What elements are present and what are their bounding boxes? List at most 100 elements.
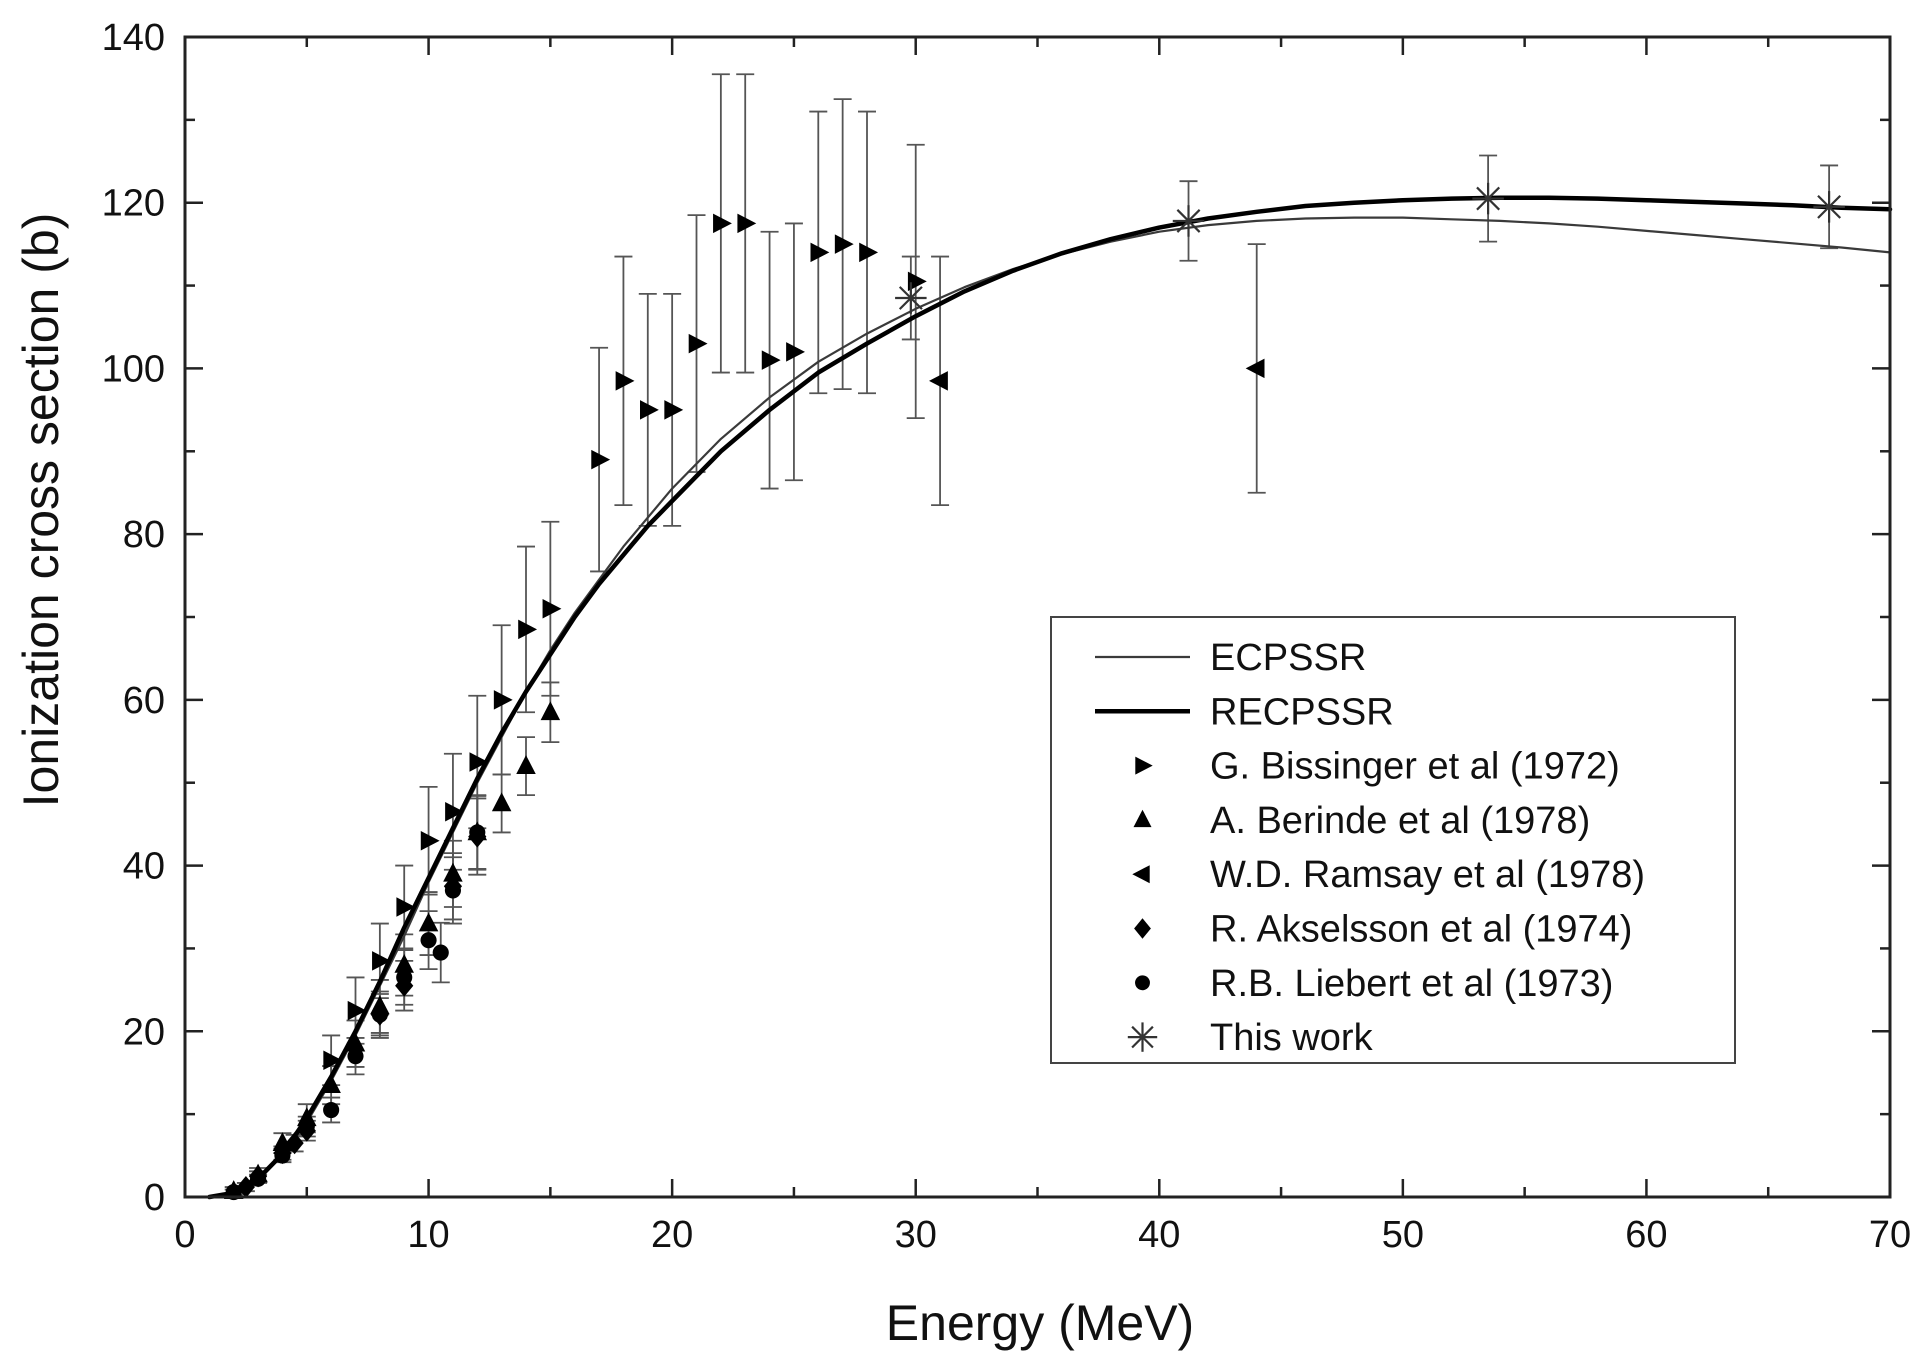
- r-b-liebert-et-al-1973-point: [371, 1006, 388, 1023]
- g-bissinger-et-al-1972-point: [420, 830, 440, 851]
- asterisk-stroke: [1817, 194, 1842, 219]
- r-b-liebert-et-al-1973-point: [347, 1048, 364, 1065]
- legend-label: W.D. Ramsay et al (1978): [1210, 854, 1645, 896]
- legend-item: RECPSSR: [1095, 691, 1394, 733]
- g-bissinger-et-al-1972-point: [469, 752, 489, 772]
- asterisk-stroke: [1176, 209, 1201, 233]
- r-b-liebert-et-al-1973-point: [444, 882, 461, 899]
- legend: ECPSSR RECPSSR G. Bissinger et al (1972) A.…: [1050, 616, 1736, 1064]
- g-bissinger-et-al-1972-point: [786, 342, 805, 362]
- x-tick-label: 50: [1382, 1214, 1424, 1256]
- g-bissinger-et-al-1972-point: [445, 801, 464, 822]
- g-bissinger-et-al-1972-point: [810, 242, 830, 263]
- r-b-liebert-et-al-1973-point: [250, 1170, 267, 1187]
- a-berinde-et-al-1978-point: [491, 792, 512, 812]
- g-bissinger-et-al-1972-point: [907, 271, 927, 292]
- legend-swatch-g-bissinger-et-al-1972: [1135, 756, 1153, 775]
- x-tick-label: 40: [1138, 1214, 1180, 1256]
- y-tick-labels: 0 20 40 60 80 100 120 140: [102, 17, 165, 1219]
- y-tick-label: 60: [123, 680, 165, 722]
- g-bissinger-et-al-1972-point: [688, 333, 708, 354]
- x-tick-label: 30: [895, 1214, 937, 1256]
- a-berinde-et-al-1978-point: [272, 1132, 293, 1151]
- r-b-liebert-et-al-1973-point: [420, 932, 437, 949]
- legend-item: R.B. Liebert et al (1973): [1135, 963, 1613, 1005]
- y-tick-label: 100: [102, 348, 165, 390]
- legend-box: [1050, 616, 1736, 1064]
- ecpssr-curve: [208, 216, 1892, 1199]
- y-tick-label: 40: [123, 846, 165, 888]
- legend-item: This work: [1127, 1017, 1374, 1059]
- g-bissinger-et-al-1972-point: [713, 213, 732, 234]
- this-work-point: [1472, 182, 1504, 215]
- g-bissinger-et-al-1972-point: [859, 242, 879, 263]
- a-berinde-et-al-1978-point: [345, 1032, 366, 1052]
- legend-item: R. Akselsson et al (1974): [1134, 909, 1632, 951]
- legend-item: W.D. Ramsay et al (1978): [1132, 854, 1645, 896]
- g-bissinger-et-al-1972-point: [834, 234, 854, 254]
- x-tick-label: 70: [1869, 1214, 1911, 1256]
- legend-label: A. Berinde et al (1978): [1210, 800, 1590, 842]
- g-bissinger-et-al-1972-point: [761, 350, 781, 370]
- x-tick-label: 10: [407, 1214, 449, 1256]
- asterisk-stroke: [1476, 186, 1501, 211]
- this-work-point: [895, 282, 927, 314]
- y-axis-title: Ionization cross section (b): [13, 213, 69, 808]
- recpssr-curve: [207, 195, 1893, 1200]
- x-tick-label: 60: [1625, 1214, 1667, 1256]
- this-work-point: [1172, 205, 1205, 237]
- g-bissinger-et-al-1972-point: [737, 213, 757, 234]
- y-tick-label: 140: [102, 17, 165, 59]
- g-bissinger-et-al-1972-point: [347, 1000, 367, 1021]
- legend-swatch-r-akselsson-et-al-1974: [1134, 918, 1151, 939]
- r-akselsson-et-al-1974-point: [285, 1132, 304, 1155]
- a-berinde-et-al-1978-point: [516, 755, 536, 774]
- legend-label: R.B. Liebert et al (1973): [1210, 963, 1613, 1005]
- asterisk-stroke: [1131, 1025, 1154, 1049]
- legend-item: G. Bissinger et al (1972): [1135, 746, 1620, 788]
- legend-item: ECPSSR: [1095, 637, 1366, 679]
- r-b-liebert-et-al-1973-point: [396, 969, 413, 986]
- g-bissinger-et-al-1972-point: [664, 400, 684, 420]
- legend-label: G. Bissinger et al (1972): [1210, 746, 1620, 788]
- x-tick-labels: 0 10 20 30 40 50 60 70: [174, 1214, 1911, 1256]
- x-axis-title: Energy (MeV): [886, 1295, 1194, 1351]
- legend-swatch-this-work: [1127, 1022, 1158, 1052]
- g-bissinger-et-al-1972-point: [591, 449, 611, 470]
- lines-layer: [207, 195, 1893, 1200]
- g-bissinger-et-al-1972-point: [323, 1050, 343, 1071]
- g-bissinger-et-al-1972-point: [396, 897, 416, 917]
- legend-swatch-w-d-ramsay-et-al-1978: [1132, 865, 1150, 884]
- legend-item: A. Berinde et al (1978): [1133, 800, 1590, 842]
- this-work-point: [1813, 191, 1845, 223]
- asterisk-stroke: [898, 286, 923, 310]
- legend-swatch-r-b-liebert-et-al-1973: [1135, 975, 1150, 991]
- a-berinde-et-al-1978-point: [540, 701, 561, 721]
- r-b-liebert-et-al-1973-point: [469, 824, 486, 841]
- a-berinde-et-al-1978-point: [443, 862, 463, 882]
- legend-label: RECPSSR: [1210, 691, 1394, 733]
- g-bissinger-et-al-1972-point: [518, 619, 538, 640]
- legend-label: This work: [1210, 1017, 1374, 1059]
- g-bissinger-et-al-1972-point: [372, 951, 391, 971]
- a-berinde-et-al-1978-point: [321, 1074, 341, 1093]
- y-tick-label: 80: [123, 514, 165, 556]
- r-b-liebert-et-al-1973-point: [323, 1101, 340, 1119]
- y-tick-label: 120: [102, 183, 165, 225]
- r-b-liebert-et-al-1973-point: [274, 1147, 291, 1164]
- a-berinde-et-al-1978-point: [394, 953, 414, 973]
- g-bissinger-et-al-1972-point: [639, 400, 659, 420]
- r-b-liebert-et-al-1973-point: [298, 1118, 315, 1135]
- markers-layer: [223, 182, 1845, 1201]
- w-d-ramsay-et-al-1978-point: [929, 371, 948, 391]
- y-tick-label: 20: [123, 1011, 165, 1053]
- r-b-liebert-et-al-1973-point: [432, 944, 449, 961]
- legend-label: R. Akselsson et al (1974): [1210, 909, 1632, 951]
- y-tick-label: 0: [144, 1177, 165, 1219]
- a-berinde-et-al-1978-point: [418, 912, 439, 932]
- x-tick-label: 20: [651, 1214, 693, 1256]
- w-d-ramsay-et-al-1978-point: [1245, 358, 1265, 379]
- legend-label: ECPSSR: [1210, 637, 1366, 679]
- g-bissinger-et-al-1972-point: [542, 598, 562, 619]
